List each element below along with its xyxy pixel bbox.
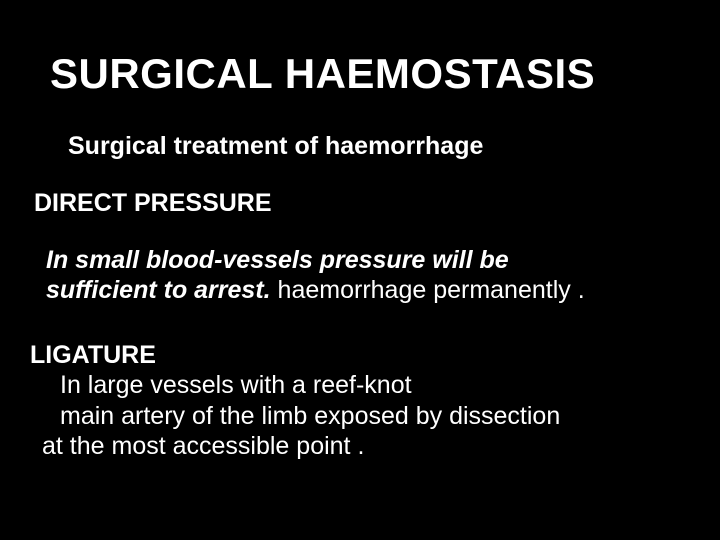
section2-line3: at the most accessible point . bbox=[30, 431, 692, 462]
section1-heading: DIRECT PRESSURE bbox=[34, 189, 692, 218]
section2-heading: LIGATURE bbox=[30, 341, 692, 370]
section1-italic-line1: In small blood-vessels pressure will be bbox=[46, 246, 509, 274]
section2-line1: In large vessels with a reef-knot bbox=[30, 370, 692, 401]
slide-subtitle: Surgical treatment of haemorrhage bbox=[68, 132, 692, 161]
section1-italic-line2: sufficient to arrest. bbox=[46, 276, 278, 304]
slide-container: SURGICAL HAEMOSTASIS Surgical treatment … bbox=[0, 0, 720, 540]
section2-body: In large vessels with a reef-knot main a… bbox=[30, 370, 692, 462]
section1-plain-tail: haemorrhage permanently . bbox=[278, 276, 585, 304]
slide-title: SURGICAL HAEMOSTASIS bbox=[50, 50, 692, 98]
section1-body: In small blood-vessels pressure will be … bbox=[46, 246, 692, 305]
section2-line2: main artery of the limb exposed by disse… bbox=[30, 401, 692, 432]
